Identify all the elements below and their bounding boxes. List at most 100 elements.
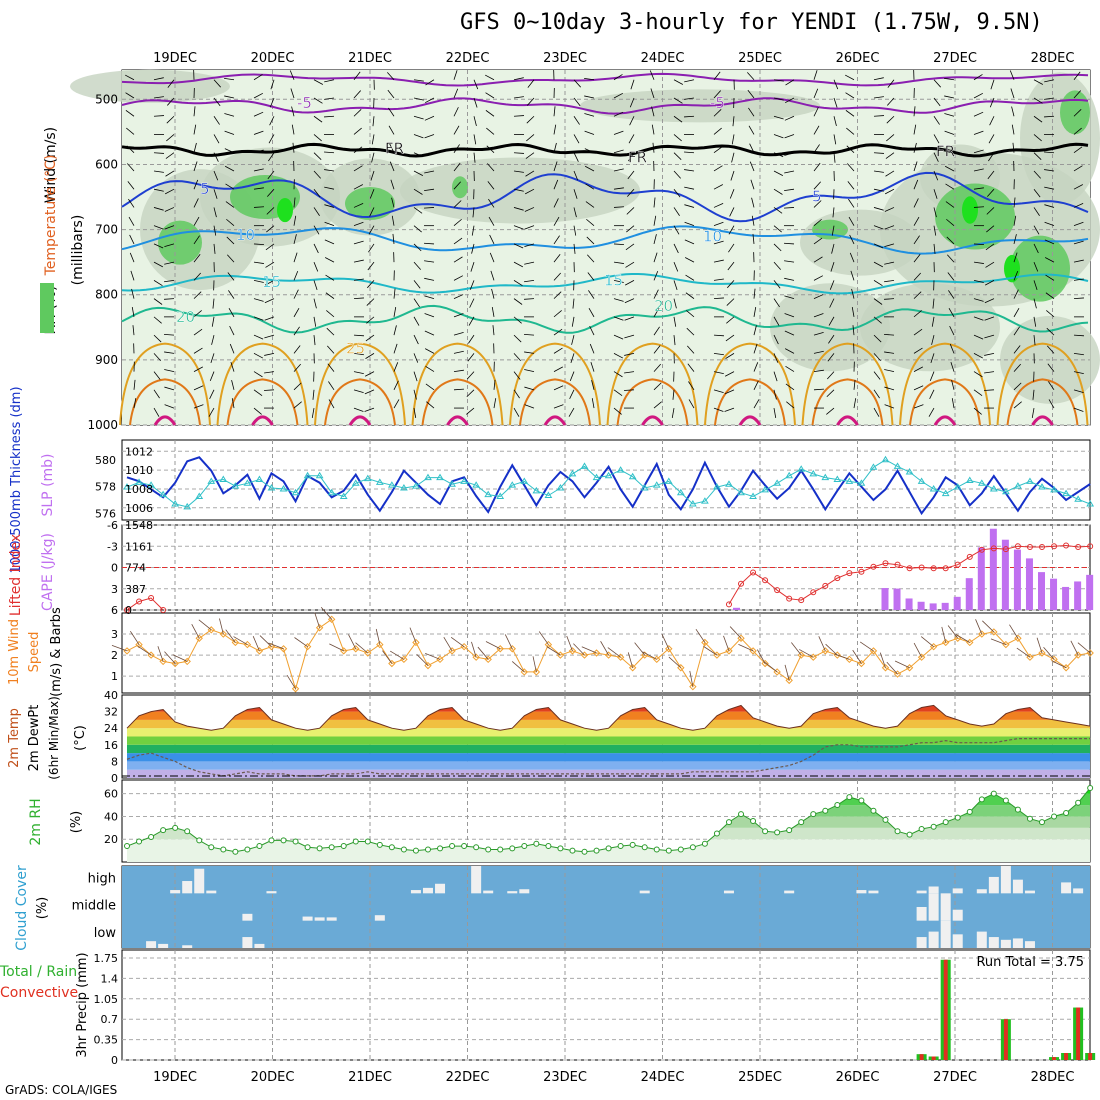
li-tick: 0 bbox=[111, 562, 118, 575]
wind-barb bbox=[371, 152, 375, 163]
wind-barb bbox=[253, 261, 264, 264]
wind-barb bbox=[846, 127, 855, 135]
wind-barb bbox=[424, 97, 435, 104]
date-label-bottom: 23DEC bbox=[543, 1070, 587, 1085]
wind-barb bbox=[193, 272, 201, 281]
wind-barb bbox=[931, 335, 935, 345]
wind-barb bbox=[513, 316, 522, 324]
temp-band bbox=[127, 736, 1090, 745]
wind-barb bbox=[673, 188, 681, 198]
wind-speed-point bbox=[472, 653, 480, 661]
wind-barb bbox=[1043, 151, 1055, 154]
wind-barb bbox=[513, 389, 520, 399]
wind-barb-10m bbox=[756, 649, 766, 664]
date-label-top: 27DEC bbox=[933, 51, 977, 66]
wind-barb bbox=[553, 385, 564, 391]
wind-barb bbox=[773, 261, 781, 270]
cloud-low-bar bbox=[1024, 941, 1035, 948]
wind-barb bbox=[673, 280, 678, 291]
wind-barb bbox=[553, 272, 561, 281]
wind-barb-10m bbox=[471, 641, 477, 658]
wind-barb bbox=[364, 389, 375, 395]
wind-barb bbox=[413, 207, 423, 214]
rh-point bbox=[1063, 810, 1070, 817]
wind-barb bbox=[973, 371, 983, 378]
li-point bbox=[990, 545, 997, 552]
wind-barb bbox=[688, 399, 695, 409]
slp-point bbox=[905, 468, 914, 475]
slp-point bbox=[989, 484, 998, 492]
isotherm-35 bbox=[446, 415, 469, 426]
wind-barb bbox=[883, 298, 895, 300]
wind-barb bbox=[584, 165, 595, 172]
precip-tick: 0.7 bbox=[101, 1013, 119, 1026]
wind-barb bbox=[1013, 308, 1020, 318]
wind-barb bbox=[212, 298, 215, 309]
rh-point bbox=[256, 843, 263, 850]
slp-point bbox=[568, 469, 577, 477]
wind-barb bbox=[653, 252, 658, 263]
wind-barb-10m bbox=[375, 628, 381, 645]
li-point bbox=[124, 607, 130, 613]
wind-barb bbox=[613, 243, 625, 246]
wind-barb-10m bbox=[172, 654, 188, 662]
isotherm-10 bbox=[121, 225, 1089, 255]
wind-barb bbox=[424, 330, 435, 336]
wind-speed-point bbox=[677, 664, 685, 672]
wind-barb bbox=[467, 371, 475, 380]
slp-point bbox=[255, 475, 264, 483]
slp-point bbox=[821, 473, 830, 481]
wind-barb bbox=[713, 184, 724, 190]
wind-barb bbox=[986, 225, 995, 233]
wind-barb bbox=[884, 261, 895, 265]
wind-barb bbox=[253, 187, 264, 190]
wind-barb bbox=[453, 313, 464, 318]
slp-point bbox=[797, 465, 806, 472]
wind-barb bbox=[387, 89, 395, 99]
wind-barb bbox=[264, 334, 275, 339]
rh-point bbox=[1014, 806, 1021, 813]
wind-barb bbox=[1044, 204, 1055, 208]
wind-barb bbox=[1045, 274, 1055, 281]
slp-point bbox=[556, 484, 565, 491]
wind-barb bbox=[613, 130, 624, 135]
wind-speed-point bbox=[376, 640, 384, 649]
wind-barb bbox=[1046, 327, 1055, 336]
wind-barb bbox=[326, 327, 335, 336]
wind-barb bbox=[153, 261, 164, 268]
isotherm-20 bbox=[121, 304, 1089, 334]
rh-point bbox=[677, 846, 684, 853]
slp-point bbox=[412, 482, 420, 489]
slp-point bbox=[664, 477, 673, 484]
wind-barb bbox=[324, 239, 335, 245]
wind-barb bbox=[731, 152, 735, 163]
wind-barb bbox=[263, 389, 275, 391]
wind-barb bbox=[264, 371, 275, 374]
wind-barb bbox=[493, 379, 496, 390]
rh-point bbox=[870, 807, 877, 814]
wind-barb bbox=[524, 404, 535, 409]
wind-barb bbox=[832, 207, 835, 218]
wind-barb bbox=[193, 179, 199, 190]
wind-barb-10m bbox=[538, 631, 549, 645]
cloud-low-bar bbox=[976, 931, 987, 948]
wind-barb bbox=[773, 115, 784, 120]
wind-speed-point bbox=[893, 670, 902, 678]
wind-barb bbox=[613, 111, 624, 117]
cape-bar bbox=[1001, 539, 1009, 610]
cloud-high-bar bbox=[435, 883, 446, 894]
date-label-top: 26DEC bbox=[836, 51, 880, 66]
slp-point bbox=[737, 488, 745, 496]
wind-barb bbox=[947, 272, 955, 281]
wind-barb bbox=[413, 170, 424, 177]
isotherm-35 bbox=[348, 415, 372, 426]
wind-barb bbox=[571, 335, 575, 345]
cloud-mid-bar bbox=[314, 917, 325, 921]
wind-barb bbox=[371, 134, 375, 145]
rh-point bbox=[172, 824, 179, 831]
wind-barb bbox=[313, 335, 316, 346]
wind-barb bbox=[813, 88, 819, 99]
wind-speed-point bbox=[797, 651, 805, 659]
cloud-high-bar bbox=[952, 888, 963, 894]
